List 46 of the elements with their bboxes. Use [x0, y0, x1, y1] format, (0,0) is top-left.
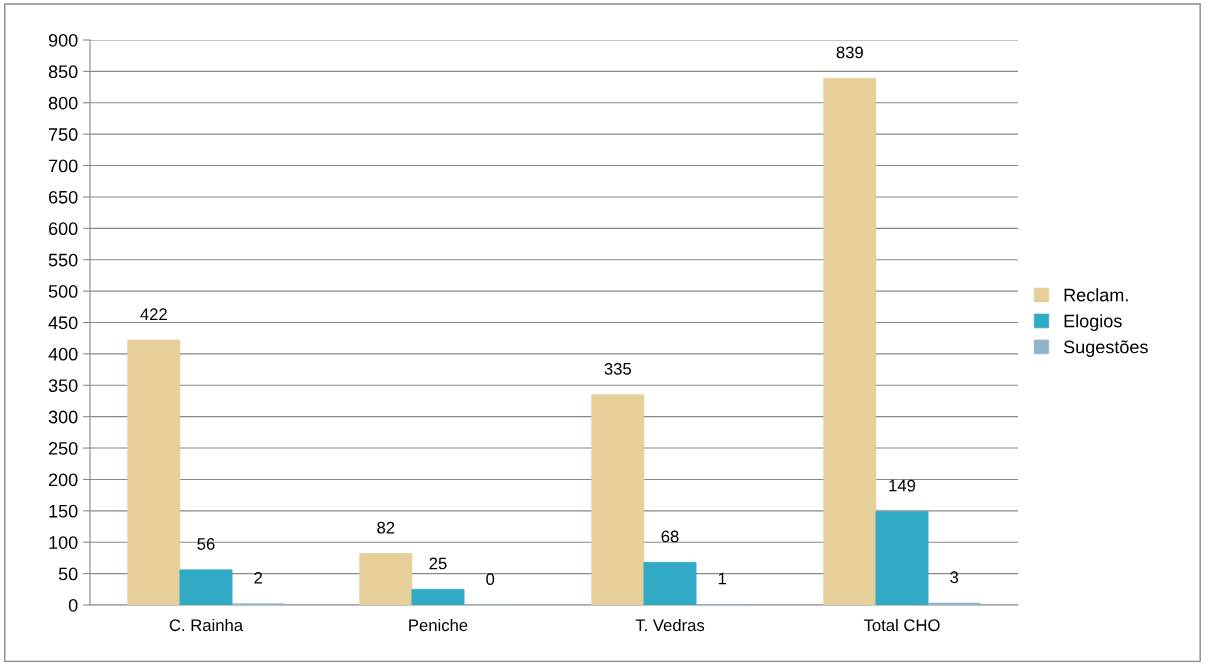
y-tick-label: 50 — [58, 567, 78, 581]
y-tick-label: 200 — [48, 473, 78, 487]
y-tick-label: 650 — [48, 190, 78, 204]
data-label: 1 — [718, 572, 727, 585]
y-tick-label: 900 — [48, 33, 78, 47]
y-tick-label: 0 — [68, 598, 78, 612]
y-tick-label: 850 — [48, 65, 78, 79]
x-tick-label: Peniche — [409, 618, 468, 632]
y-tick-label: 800 — [48, 96, 78, 110]
data-label: 839 — [836, 46, 863, 59]
bar — [823, 77, 877, 605]
bar — [875, 511, 929, 605]
legend-label: Reclam. — [1064, 288, 1128, 302]
legend-label: Elogios — [1064, 314, 1122, 331]
y-tick-label: 500 — [48, 285, 78, 298]
data-label: 2 — [254, 571, 262, 584]
legend-label: Sugestões — [1063, 340, 1148, 357]
x-tick-label: C. Rainha — [169, 618, 244, 632]
y-tick-label: 400 — [48, 347, 78, 361]
y-tick-label: 100 — [49, 536, 78, 549]
data-label: 149 — [889, 479, 916, 492]
y-tick-label: 550 — [48, 253, 78, 267]
y-tick-label: 250 — [48, 441, 78, 455]
data-label: 335 — [604, 362, 632, 375]
y-tick-label: 150 — [49, 504, 78, 518]
y-tick-label: 350 — [48, 379, 78, 392]
y-tick-label: 450 — [48, 316, 78, 330]
y-tick-label: 750 — [49, 128, 78, 141]
bar — [179, 569, 233, 605]
x-tick-label: Total CHO — [863, 618, 940, 632]
data-label: 68 — [661, 530, 679, 543]
data-label: 82 — [377, 521, 395, 534]
bar — [643, 561, 697, 605]
data-label: 3 — [950, 571, 959, 584]
data-label: 422 — [140, 308, 167, 320]
y-tick-label: 600 — [48, 222, 78, 236]
x-tick-label: T. Vedras — [635, 618, 705, 632]
bar — [127, 339, 181, 605]
data-label: 25 — [429, 557, 447, 570]
bar — [411, 588, 465, 605]
y-tick-label: 300 — [48, 410, 78, 424]
data-label: 0 — [486, 573, 495, 586]
y-tick-label: 700 — [49, 159, 78, 173]
bar — [591, 394, 645, 605]
bar — [359, 553, 413, 605]
data-label: 56 — [197, 538, 215, 550]
